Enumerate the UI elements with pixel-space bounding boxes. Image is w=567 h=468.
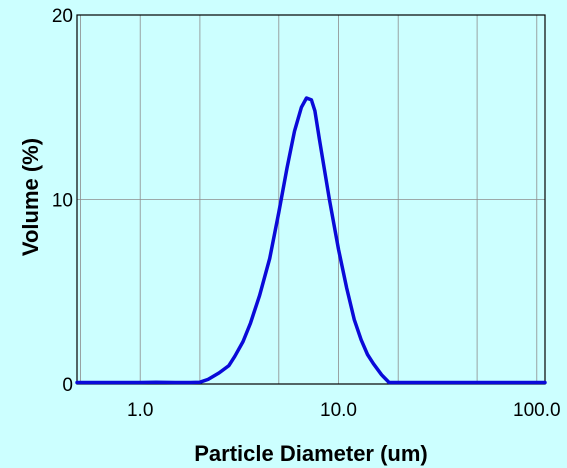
x-tick-label: 100.0 — [513, 400, 561, 421]
y-tick-label: 20 — [52, 6, 73, 27]
plot-frame — [76, 14, 546, 385]
x-axis-title: Particle Diameter (um) — [194, 441, 428, 466]
volume-distribution-line — [75, 96, 547, 385]
y-tick-label: 0 — [62, 375, 73, 396]
x-tick-label: 1.0 — [127, 400, 153, 421]
y-axis-title: Volume (%) — [18, 138, 43, 256]
y-tick-label: 10 — [52, 191, 73, 212]
x-tick-label: 10.0 — [320, 400, 357, 421]
